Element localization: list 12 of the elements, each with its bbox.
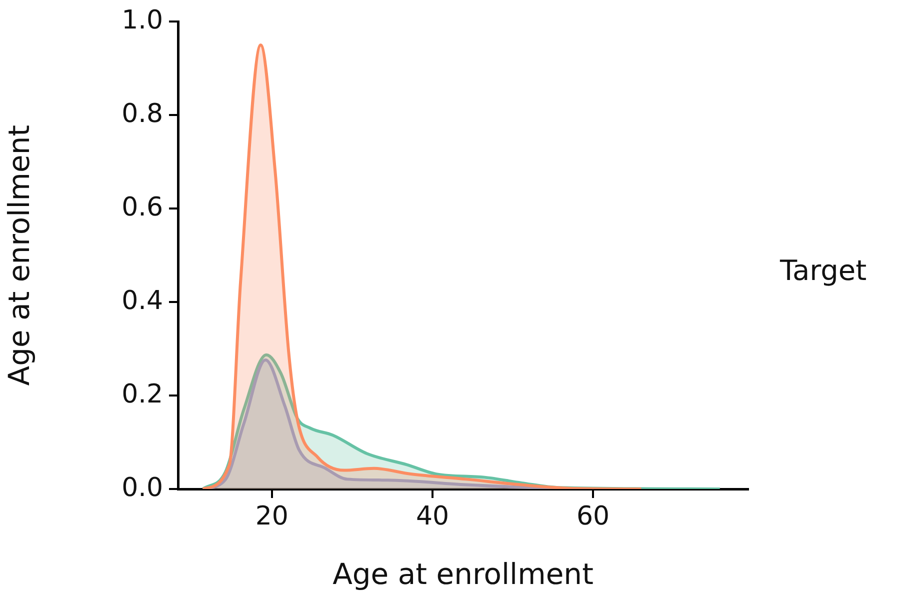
y-tick-label: 0.0 [122, 472, 163, 503]
x-tick-label: 20 [255, 501, 288, 532]
y-tick-label: 0.2 [122, 379, 163, 410]
x-tick-label: 60 [576, 501, 610, 532]
x-tick-label: 40 [416, 501, 450, 532]
y-tick-label: 0.8 [122, 98, 163, 129]
y-axis-title: Age at enrollment [2, 124, 36, 386]
y-tick-label: 1.0 [122, 5, 163, 36]
y-tick-label: 0.6 [122, 192, 163, 222]
x-axis-title: Age at enrollment [332, 557, 594, 592]
legend-title: Target [780, 254, 867, 287]
y-tick-label: 0.4 [122, 286, 163, 316]
